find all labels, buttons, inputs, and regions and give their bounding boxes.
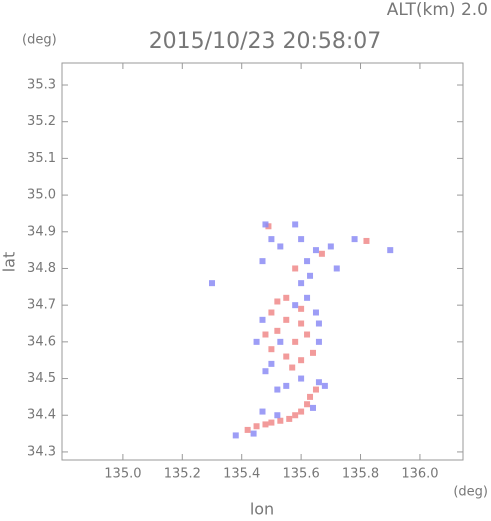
y-tick-label: 35.0 — [27, 188, 56, 203]
echo-cell — [283, 316, 290, 323]
echo-cell — [298, 280, 305, 287]
echo-cell — [387, 247, 394, 254]
x-tick-label: 135.2 — [164, 467, 201, 482]
echo-cell — [274, 386, 281, 393]
echo-cell — [262, 221, 269, 228]
y-tick-label: 34.6 — [27, 334, 56, 349]
echo-cell — [298, 357, 305, 364]
echo-cell — [289, 364, 296, 371]
echo-cell — [298, 320, 305, 327]
echo-cell — [292, 338, 299, 345]
echo-cell — [304, 401, 311, 408]
y-label: lat — [0, 252, 19, 273]
echo-cell — [244, 426, 251, 433]
echo-cell — [304, 294, 311, 301]
echo-cell — [292, 302, 299, 309]
echo-cell — [283, 382, 290, 389]
echo-cell — [283, 294, 290, 301]
echo-cell — [283, 353, 290, 360]
echo-cell — [315, 320, 322, 327]
altitude: ALT(km) 2.0 — [387, 0, 488, 20]
echo-cell — [253, 423, 260, 430]
echo-cell — [259, 408, 266, 415]
echo-cell — [312, 309, 319, 316]
echo-cell — [309, 349, 316, 356]
x-tick-label: 135.8 — [342, 467, 379, 482]
y-tick-label: 35.1 — [27, 151, 56, 166]
echo-cell — [312, 247, 319, 254]
echo-cell — [259, 316, 266, 323]
y-tick-label: 35.2 — [27, 114, 56, 129]
echo-cell — [274, 327, 281, 334]
echo-cell — [277, 417, 284, 424]
chart-title: 2015/10/23 20:58:07 — [149, 29, 382, 54]
echo-cell — [268, 309, 275, 316]
echo-cell — [298, 236, 305, 243]
echo-cell — [232, 432, 239, 439]
echo-cell — [250, 430, 257, 437]
x-tick-label: 136.0 — [401, 467, 438, 482]
echo-cell — [274, 298, 281, 305]
echo-cell — [259, 258, 266, 265]
plot-frame — [61, 62, 464, 461]
x-tick-label: 135.4 — [223, 467, 260, 482]
echo-cell — [304, 258, 311, 265]
echo-cell — [318, 250, 325, 257]
echo-cell — [333, 265, 340, 272]
echo-cell — [292, 221, 299, 228]
y-tick-label: 35.3 — [27, 78, 56, 93]
echo-cell — [327, 243, 334, 250]
echo-cell — [292, 265, 299, 272]
y-tick-label: 34.8 — [27, 261, 56, 276]
echo-cell — [292, 412, 299, 419]
y-tick-label: 34.5 — [27, 371, 56, 386]
echo-cell — [307, 272, 314, 279]
echo-cell — [253, 338, 260, 345]
echo-cell — [277, 243, 284, 250]
x-tick-label: 135.6 — [283, 467, 320, 482]
x-unit: (deg) — [453, 485, 488, 500]
x-label: lon — [250, 500, 274, 519]
echo-cell — [277, 338, 284, 345]
echo-cell — [298, 375, 305, 382]
y-tick-label: 34.3 — [27, 444, 56, 459]
echo-cell — [209, 280, 216, 287]
echo-cell — [351, 236, 358, 243]
y-unit: (deg) — [22, 33, 57, 48]
echo-cell — [274, 412, 281, 419]
echo-cell — [262, 368, 269, 375]
echo-cell — [262, 331, 269, 338]
echo-cell — [363, 237, 370, 244]
y-tick-label: 34.4 — [27, 408, 56, 423]
echo-cell — [307, 393, 314, 400]
echo-cell — [304, 331, 311, 338]
echo-cell — [298, 305, 305, 312]
echo-cell — [315, 338, 322, 345]
echo-cell — [315, 379, 322, 386]
echo-cell — [286, 415, 293, 422]
echo-cell — [268, 236, 275, 243]
y-tick-label: 34.7 — [27, 298, 56, 313]
echo-cell — [262, 421, 269, 428]
echo-cell — [312, 386, 319, 393]
y-tick-label: 34.9 — [27, 224, 56, 239]
echo-cell — [309, 404, 316, 411]
echo-cell — [298, 408, 305, 415]
echo-cell — [321, 382, 328, 389]
x-tick-label: 135.0 — [104, 467, 141, 482]
echo-cell — [268, 419, 275, 426]
echo-cell — [268, 360, 275, 367]
echo-cell — [268, 346, 275, 353]
